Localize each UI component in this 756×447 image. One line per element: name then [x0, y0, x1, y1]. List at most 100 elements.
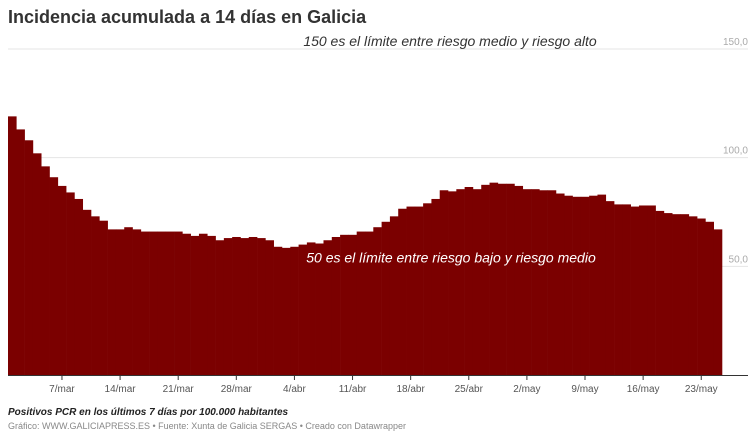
bar	[115, 229, 125, 375]
bar	[248, 236, 258, 375]
bar	[564, 195, 573, 375]
x-tick-label: 16/may	[627, 384, 660, 395]
bar	[340, 234, 349, 375]
bar	[107, 229, 117, 375]
bar	[82, 209, 92, 375]
bar	[605, 201, 615, 375]
bar	[174, 231, 183, 375]
bar	[580, 196, 590, 375]
x-tick-label: 21/mar	[163, 384, 195, 395]
bar	[306, 242, 316, 375]
bar	[41, 166, 50, 375]
bar	[597, 194, 607, 375]
y-tick-label: 50,0	[729, 254, 749, 265]
bar	[572, 196, 582, 375]
bar	[697, 218, 706, 375]
x-tick-label: 11/abr	[339, 384, 367, 395]
bar	[240, 238, 250, 375]
bar	[16, 129, 25, 375]
x-tick-label: 9/may	[571, 384, 598, 395]
bar	[539, 190, 548, 375]
bar	[663, 213, 673, 375]
bar	[223, 238, 233, 375]
bar	[522, 189, 532, 375]
bar	[555, 193, 565, 375]
bar	[622, 204, 631, 375]
bar	[680, 214, 690, 375]
bar	[190, 235, 200, 375]
bar	[315, 243, 324, 375]
bar	[32, 153, 42, 375]
bar	[323, 240, 333, 375]
bar	[506, 183, 515, 375]
bar	[638, 205, 648, 375]
chart-title: Incidencia acumulada a 14 días en Galici…	[8, 7, 367, 27]
y-tick-label: 100,0	[723, 146, 748, 157]
bar	[66, 192, 75, 375]
bar	[207, 235, 216, 375]
x-tick-label: 4/abr	[283, 384, 306, 395]
x-tick-label: 18/abr	[396, 384, 425, 395]
bar	[290, 246, 299, 375]
bar	[99, 220, 108, 375]
bar	[348, 234, 357, 375]
bar	[140, 231, 150, 375]
bar	[448, 191, 457, 375]
bar	[672, 214, 681, 375]
bar	[531, 189, 540, 375]
bar	[365, 231, 374, 375]
bar	[198, 233, 208, 375]
bar	[655, 210, 665, 375]
bar	[298, 244, 308, 375]
x-tick-label: 28/mar	[221, 384, 253, 395]
bar	[24, 140, 34, 375]
y-tick-label: 150,0	[723, 37, 748, 48]
bar	[373, 227, 382, 375]
bar	[398, 208, 407, 375]
bar	[688, 216, 698, 375]
bar	[472, 189, 482, 375]
bar	[647, 205, 656, 375]
bar	[273, 246, 283, 375]
annotation-medium-risk: 50 es el límite entre riesgo bajo y ries…	[306, 249, 596, 265]
bar	[182, 233, 191, 375]
bar	[514, 185, 524, 375]
bar	[481, 184, 490, 375]
bar	[423, 203, 432, 375]
bar	[614, 204, 623, 375]
bar	[157, 231, 167, 375]
x-tick-label: 25/abr	[455, 384, 484, 395]
bar	[713, 229, 723, 375]
x-tick-label: 14/mar	[105, 384, 137, 395]
bar	[8, 116, 17, 375]
bar	[705, 221, 714, 375]
bar	[257, 238, 266, 375]
chart-note: Positivos PCR en los últimos 7 días por …	[8, 407, 289, 418]
bar	[124, 227, 133, 375]
bar-chart: 50,0 100,0 150,0 7/mar 14/mar 21/mar 28/mar 4/a…	[8, 33, 749, 395]
bar	[431, 198, 441, 375]
bar	[464, 187, 474, 375]
bar	[630, 206, 640, 375]
bar	[381, 221, 391, 375]
bar	[232, 236, 241, 375]
bar	[439, 190, 449, 375]
annotation-high-risk: 150 es el límite entre riesgo medio y ri…	[303, 33, 597, 49]
bar	[91, 216, 100, 375]
x-tick-label: 2/may	[513, 384, 540, 395]
bar	[165, 231, 175, 375]
bar	[456, 189, 465, 375]
bar	[406, 206, 416, 375]
source-line: Gráfico: WWW.GALICIAPRESS.ES • Fuente: X…	[8, 421, 406, 431]
bar	[356, 231, 366, 375]
bar	[149, 231, 158, 375]
bar	[74, 198, 84, 375]
bar	[389, 216, 399, 375]
bar	[331, 236, 341, 375]
x-tick-label: 7/mar	[49, 384, 75, 395]
bar	[49, 177, 59, 375]
bar	[414, 206, 424, 375]
bar	[132, 229, 142, 375]
bar	[215, 240, 225, 375]
bar	[547, 190, 557, 375]
